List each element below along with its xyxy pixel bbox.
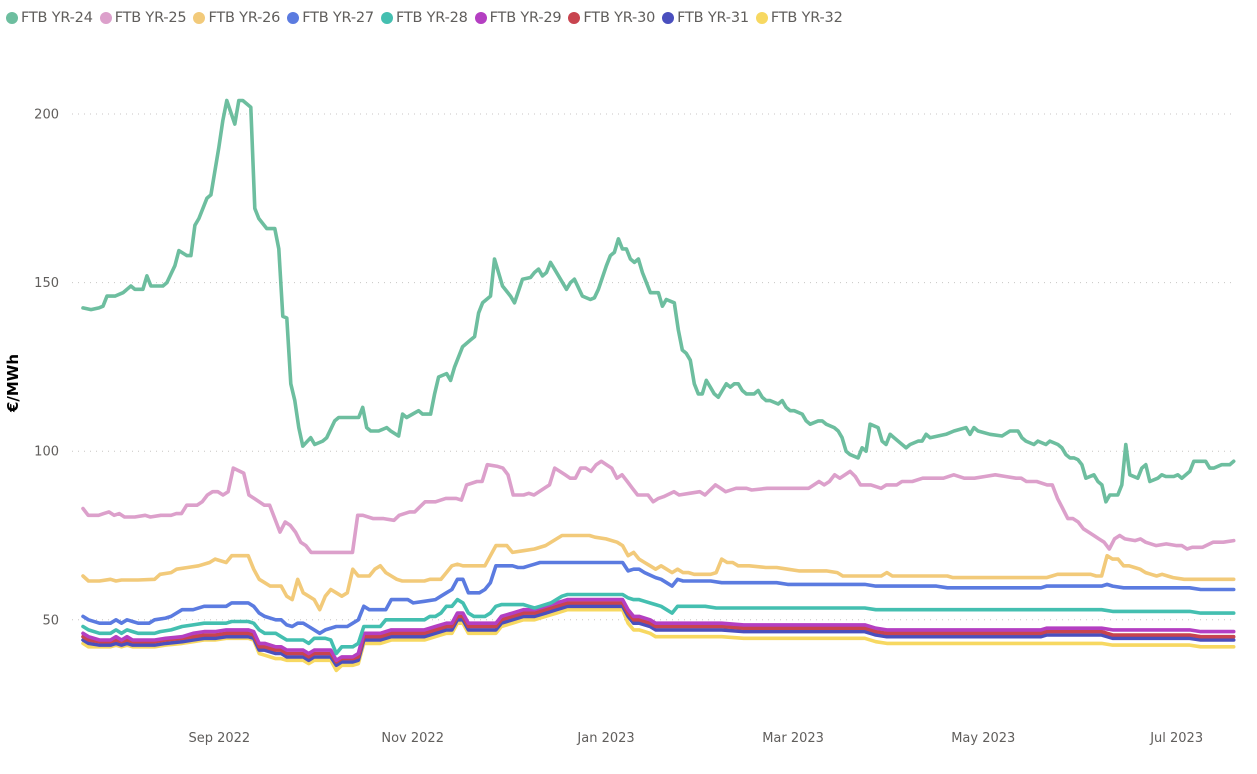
y-tick-label: 100 (34, 445, 59, 460)
x-axis: Sep 2022 Nov 2022 Jan 2023 Mar 2023 May 2023… (188, 731, 1203, 746)
legend-label: FTB YR-26 (208, 10, 281, 26)
y-tick-label: 200 (34, 108, 59, 123)
series-line-ftb-yr-25[interactable] (81, 459, 1236, 555)
x-tick-label: Mar 2023 (762, 731, 824, 746)
legend-marker-icon (287, 12, 300, 24)
legend-item-ftb-yr-27[interactable]: FTB YR-27 (287, 10, 374, 26)
legend-item-ftb-yr-24[interactable]: FTB YR-24 (6, 10, 93, 26)
x-tick-label: Sep 2022 (188, 731, 250, 746)
legend-item-ftb-yr-26[interactable]: FTB YR-26 (193, 10, 280, 26)
legend-label: FTB YR-30 (583, 10, 656, 26)
series-line-ftb-yr-26[interactable] (81, 533, 1236, 612)
y-axis-title: €/MWh (4, 354, 22, 413)
chart-legend: FTB YR-24 FTB YR-25 FTB YR-26 FTB YR-27 … (6, 7, 850, 29)
legend-item-ftb-yr-32[interactable]: FTB YR-32 (755, 10, 843, 26)
legend-item-ftb-yr-25[interactable]: FTB YR-25 (99, 10, 187, 26)
legend-marker-icon (193, 12, 206, 24)
y-tick-label: 50 (42, 613, 59, 628)
legend-marker-icon (474, 12, 487, 24)
legend-label: FTB YR-25 (114, 10, 187, 26)
legend-item-ftb-yr-29[interactable]: FTB YR-29 (474, 10, 562, 26)
legend-label: FTB YR-32 (770, 10, 843, 26)
y-axis: 50 100 150 200 (34, 108, 59, 629)
series-line-ftb-yr-24[interactable] (81, 98, 1236, 504)
legend-marker-icon (380, 12, 393, 24)
series-lines (81, 98, 1236, 673)
legend-label: FTB YR-27 (302, 10, 374, 26)
legend-item-ftb-yr-30[interactable]: FTB YR-30 (568, 10, 655, 26)
legend-label: FTB YR-28 (395, 10, 468, 26)
legend-marker-icon (6, 12, 18, 24)
legend-label: FTB YR-24 (21, 10, 93, 26)
series-line-ftb-yr-27[interactable] (81, 560, 1236, 636)
x-tick-label: Jan 2023 (576, 731, 634, 746)
x-tick-label: Nov 2022 (381, 731, 444, 746)
legend-marker-icon (99, 12, 112, 24)
x-tick-label: Jul 2023 (1149, 731, 1203, 746)
legend-marker-icon (662, 12, 675, 24)
legend-label: FTB YR-29 (489, 10, 562, 26)
legend-item-ftb-yr-28[interactable]: FTB YR-28 (380, 10, 468, 26)
legend-marker-icon (568, 12, 581, 24)
legend-marker-icon (755, 12, 768, 24)
x-tick-label: May 2023 (951, 731, 1015, 746)
legend-label: FTB YR-31 (677, 10, 749, 26)
legend-item-ftb-yr-31[interactable]: FTB YR-31 (662, 10, 749, 26)
y-tick-label: 150 (34, 276, 59, 291)
series-line-ftb-yr-28[interactable] (81, 592, 1236, 656)
gridlines (72, 113, 1236, 621)
